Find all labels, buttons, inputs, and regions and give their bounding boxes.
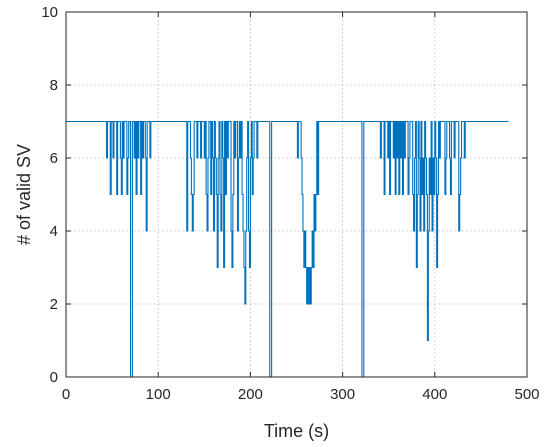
x-tick-label: 500 xyxy=(514,386,539,403)
axis-ticks: 0 100 200 300 400 500 0 2 4 6 8 10 xyxy=(41,4,539,403)
x-axis-label: Time (s) xyxy=(264,421,329,441)
y-tick-label: 8 xyxy=(50,77,58,94)
x-tick-label: 400 xyxy=(422,386,447,403)
series-line xyxy=(66,120,509,378)
y-tick-label: 10 xyxy=(41,4,58,21)
axes-box xyxy=(65,11,528,378)
grid xyxy=(66,12,527,377)
x-tick-label: 100 xyxy=(146,386,171,403)
x-tick-label: 200 xyxy=(238,386,263,403)
y-tick-label: 6 xyxy=(50,150,58,167)
series-layer xyxy=(66,120,509,378)
y-tick-label: 0 xyxy=(50,369,58,386)
x-tick-label: 300 xyxy=(330,386,355,403)
y-axis-label: # of valid SV xyxy=(14,144,34,245)
y-tick-label: 2 xyxy=(50,296,58,313)
y-tick-label: 4 xyxy=(50,223,58,240)
x-tick-label: 0 xyxy=(62,386,70,403)
